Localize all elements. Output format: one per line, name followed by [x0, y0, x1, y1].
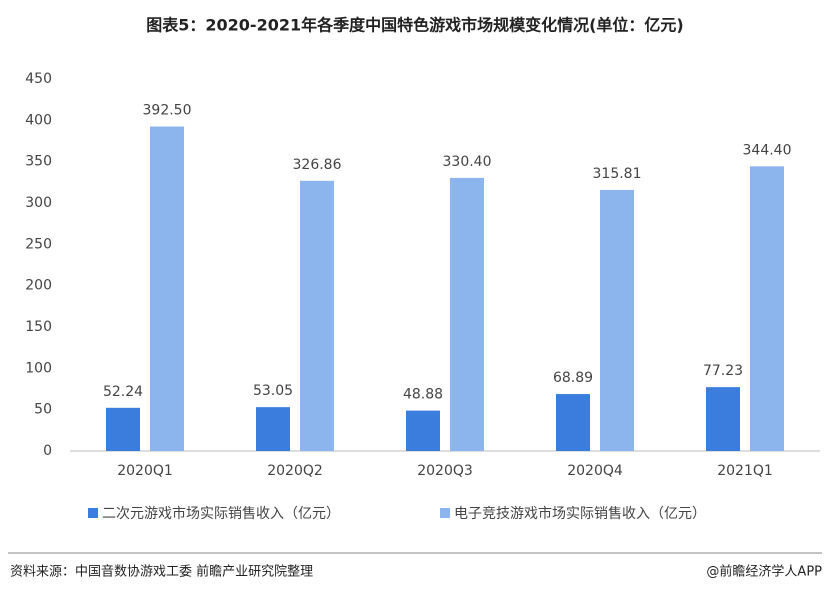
- value-label: 344.40: [743, 142, 792, 158]
- bar: [256, 407, 290, 451]
- legend-label: 二次元游戏市场实际销售收入（亿元）: [102, 505, 340, 522]
- value-label: 330.40: [443, 154, 492, 170]
- x-tick-label: 2020Q3: [417, 463, 473, 479]
- bar: [556, 394, 590, 451]
- legend-swatch: [440, 508, 450, 518]
- value-label: 68.89: [553, 370, 593, 386]
- bar: [600, 189, 634, 451]
- value-label: 53.05: [253, 383, 293, 399]
- y-tick-label: 350: [25, 154, 52, 170]
- value-label: 48.88: [403, 387, 443, 403]
- bar: [300, 180, 334, 452]
- y-tick-label: 300: [25, 195, 52, 211]
- x-tick-label: 2021Q1: [717, 463, 773, 479]
- bar: [706, 387, 740, 451]
- bar: [450, 177, 484, 452]
- x-tick-label: 2020Q1: [117, 463, 173, 479]
- x-tick-label: 2020Q4: [567, 463, 623, 479]
- bar: [106, 407, 140, 451]
- x-tick-label: 2020Q2: [267, 463, 323, 479]
- y-tick-label: 150: [25, 319, 52, 335]
- y-tick-label: 250: [25, 236, 52, 252]
- chart-title: 图表5：2020-2021年各季度中国特色游戏市场规模变化情况(单位：亿元): [146, 16, 683, 35]
- value-label: 315.81: [593, 166, 642, 182]
- y-tick-label: 0: [43, 443, 52, 459]
- bar: [150, 126, 184, 452]
- value-label: 392.50: [143, 103, 192, 119]
- value-label: 52.24: [103, 384, 143, 400]
- credit: @前瞻经济学人APP: [706, 564, 822, 580]
- y-tick-label: 400: [25, 112, 52, 128]
- bar: [406, 410, 440, 451]
- value-label: 77.23: [703, 363, 743, 379]
- legend-label: 电子竞技游戏市场实际销售收入（亿元）: [454, 505, 706, 522]
- y-tick-label: 100: [25, 360, 52, 376]
- y-tick-label: 50: [34, 402, 52, 418]
- bar: [750, 166, 784, 451]
- legend-swatch: [88, 508, 98, 518]
- source: 资料来源：中国音数协游戏工委 前瞻产业研究院整理: [10, 564, 313, 580]
- y-tick-label: 450: [25, 71, 52, 87]
- value-label: 326.86: [293, 157, 342, 173]
- y-tick-label: 200: [25, 278, 52, 294]
